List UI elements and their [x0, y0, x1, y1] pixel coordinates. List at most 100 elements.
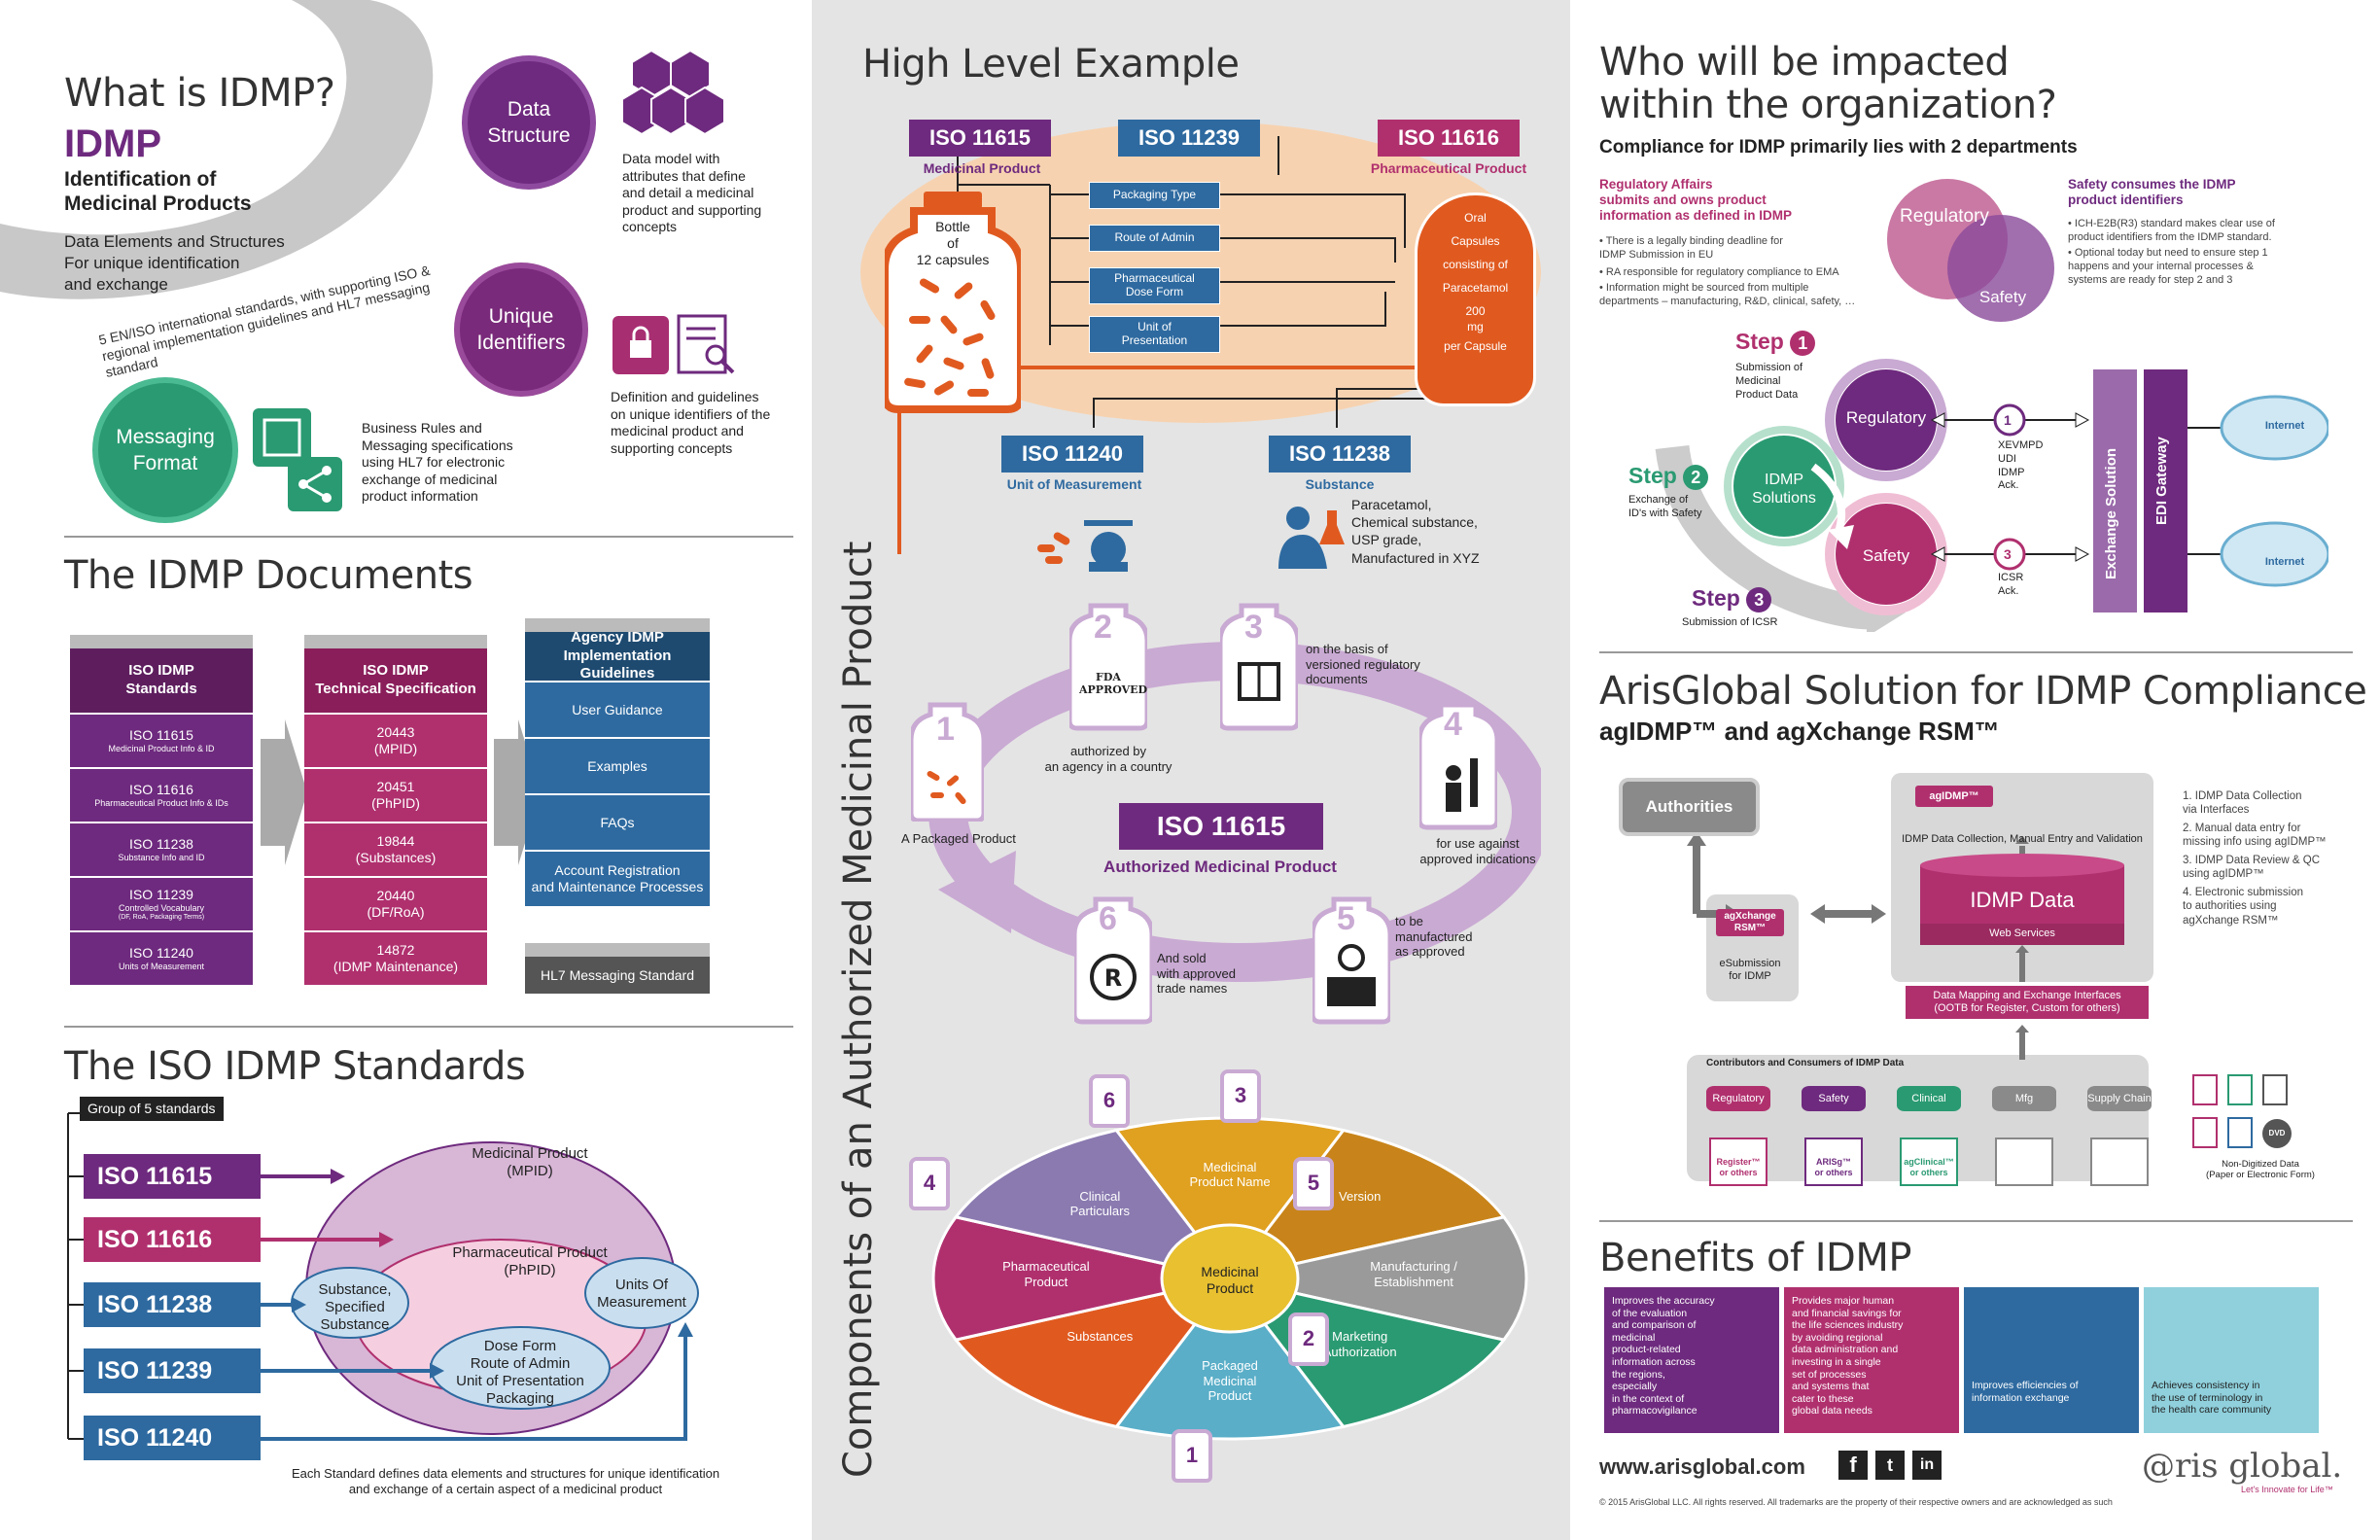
step3-desc: Submission of ICSR [1682, 616, 1778, 628]
db-mfg: Mfg [1992, 1086, 2056, 1111]
scientist-icon [1278, 507, 1345, 569]
pie-bottle-number: 1 [1172, 1429, 1212, 1483]
step2-label: Step 2 [1628, 463, 1709, 490]
stack-item: User Guidance [525, 681, 710, 737]
impact-subtitle: Compliance for IDMP primarily lies with … [1599, 137, 2078, 158]
step2-desc: Exchange of ID's with Safety [1628, 494, 1702, 519]
stack-item: ISO 11240 Units of Measurement [70, 930, 253, 985]
document-icons: DVD [2192, 1074, 2328, 1152]
db-regulatory: Regulatory [1706, 1086, 1770, 1111]
cycle-bottle-6: R [1074, 896, 1152, 1025]
impact-title: Who will be impacted within the organiza… [1599, 40, 2057, 127]
capsule-line: Paracetamol [1442, 281, 1509, 295]
step1-label: Step 1 [1735, 329, 1816, 356]
stack-item: Account Registration and Maintenance Pro… [525, 850, 710, 906]
cycle-text: A Packaged Product [901, 831, 1016, 846]
pie-wedge [953, 1128, 1234, 1281]
arisglobal-logo: @ris global. [2142, 1447, 2343, 1486]
esubmission-label: eSubmission for IDMP [1719, 958, 1781, 983]
components-pie [931, 1116, 1528, 1441]
solution-step: 2. Manual data entry for missing info us… [2183, 822, 2327, 849]
safety-bullet: • Optional today but need to ensure step… [2068, 247, 2268, 286]
db-clinical: Clinical [1897, 1086, 1961, 1111]
venn-safety: Safety [1978, 288, 2027, 306]
iso-11615-label: ISO 11615 [909, 120, 1051, 157]
cycle-text: authorized by an agency in a country [1044, 744, 1172, 774]
stack-item: ISO 11616 Pharmaceutical Product Info & I… [70, 767, 253, 822]
left-column: 5 EN/ISO international standards, with s… [0, 0, 812, 1540]
cycle-bottle-1 [911, 702, 984, 822]
flow-safety: Safety [1862, 546, 1910, 565]
step3-label: Step 3 [1692, 585, 1772, 612]
pie-label: Version [1339, 1188, 1382, 1204]
pie-bottle-number: 3 [1220, 1069, 1261, 1123]
cycle-number: 2 [1094, 609, 1112, 646]
pie-label: Marketing Authorization [1322, 1329, 1397, 1359]
cycle-text: And sold with approved trade names [1157, 951, 1236, 997]
benefits-title: Benefits of IDMP [1599, 1236, 1911, 1280]
pie-label: Pharmaceutical Product [1002, 1259, 1090, 1289]
cycle-text: to be manufactured as approved [1395, 914, 1473, 960]
capsule-line: Capsules [1451, 234, 1500, 248]
solution-step: 3. IDMP Data Review & QC using agIDMP™ [2183, 855, 2321, 881]
mapping-box: Data Mapping and Exchange Interfaces (OO… [1906, 986, 2149, 1020]
high-level-example-title: High Level Example [862, 42, 1240, 87]
app-supply-chain-icon [2090, 1138, 2149, 1186]
venn-diagram [1887, 179, 2054, 322]
vocab-unit-of-presentation: Unit of Presentation [1089, 316, 1220, 353]
contributors-label: Contributors and Consumers of IDMP Data [1706, 1058, 1905, 1068]
linkedin-icon[interactable]: in [1912, 1451, 1942, 1480]
pie-center-label: Medicinal Product [1201, 1264, 1259, 1296]
vocab-route-of-admin: Route of Admin [1089, 225, 1220, 252]
pie-wedge [1113, 1276, 1347, 1441]
venn-regulatory: Regulatory [1900, 206, 1989, 227]
idmp-heading: IDMP [64, 122, 161, 165]
benefit-accuracy: Improves the accuracy of the evaluation … [1604, 1287, 1779, 1433]
edi-gateway-label: EDI Gateway [2153, 437, 2170, 525]
exchange-solution-label: Exchange Solution [2103, 447, 2119, 579]
authorities-box: Authorities [1619, 778, 1760, 836]
cycle-number: 4 [1444, 706, 1462, 743]
middle-column: High Level Example ISO 11615 Medicinal P… [812, 0, 1570, 1540]
solution-step: 4. Electronic submission to authorities … [2183, 887, 2303, 927]
app-mfg-icon [1995, 1138, 2053, 1186]
app-arisg: ARISg™ or others [1804, 1138, 1863, 1186]
benefit-consistency: Achieves consistency in the use of termi… [2144, 1287, 2319, 1433]
non-digitized-label: Non-Digitized Data (Paper or Electronic … [2206, 1159, 2315, 1181]
dose-form-label: Dose Form Route of Admin Unit of Present… [456, 1338, 584, 1407]
flow-number: 3 [2004, 546, 2012, 562]
idmp-subtitle: Identification of Medicinal Products [64, 168, 252, 216]
website-link[interactable]: www.arisglobal.com [1599, 1454, 1805, 1479]
pharmaceutical-product-caption: Pharmaceutical Product [1370, 160, 1527, 176]
twitter-icon[interactable]: t [1875, 1451, 1905, 1480]
capsule-line: per Capsule [1444, 339, 1507, 353]
stack-item: Examples [525, 737, 710, 793]
stack-item: ISO 11239 Controlled Vocabulary (DF, RoA, … [70, 876, 253, 930]
pharmaceutical-product-label: Pharmaceutical Product (PhPID) [452, 1244, 608, 1278]
messaging-format-desc: Business Rules and Messaging specificati… [362, 420, 513, 504]
idmp-description: Data Elements and Structures For unique … [64, 232, 285, 295]
app-register: Register™ or others [1709, 1138, 1768, 1186]
divider [64, 1026, 793, 1028]
web-services-label: Web Services [1989, 928, 2055, 939]
step1-desc: Submission of Medicinal Product Data [1735, 362, 1803, 401]
vertical-title: Components of an Authorized Medicinal Pr… [836, 541, 881, 1478]
technical-spec-header: ISO IDMP Technical Specification [304, 635, 487, 713]
iso-11240-badge: ISO 11240 [84, 1416, 261, 1460]
pie-bottle-number: 2 [1288, 1312, 1329, 1366]
pie-bottle-number: 4 [909, 1157, 950, 1210]
facebook-icon[interactable]: f [1838, 1451, 1868, 1480]
standards-footer: Each Standard defines data elements and … [291, 1466, 720, 1496]
data-structure-circle: Data Structure [462, 55, 596, 190]
what-is-idmp-title: What is IDMP? [64, 71, 335, 116]
guidelines-header: Agency IDMP Implementation Guidelines [525, 618, 710, 682]
data-structure-desc: Data model with attributes that define a… [622, 151, 762, 234]
capsule-icon [1415, 192, 1536, 406]
documents-title: The IDMP Documents [64, 553, 473, 598]
pie-label: Manufacturing / Establishment [1370, 1259, 1457, 1289]
idmp-data-label: IDMP Data [1970, 888, 2075, 912]
standards-stack: ISO IDMP Standards ISO 11615 Medicinal Pr… [70, 635, 253, 985]
technical-spec-stack: ISO IDMP Technical Specification 20443 (M… [304, 635, 487, 985]
hl7-standard: HL7 Messaging Standard [525, 943, 710, 994]
iso-11239-badge: ISO 11239 [84, 1348, 261, 1393]
